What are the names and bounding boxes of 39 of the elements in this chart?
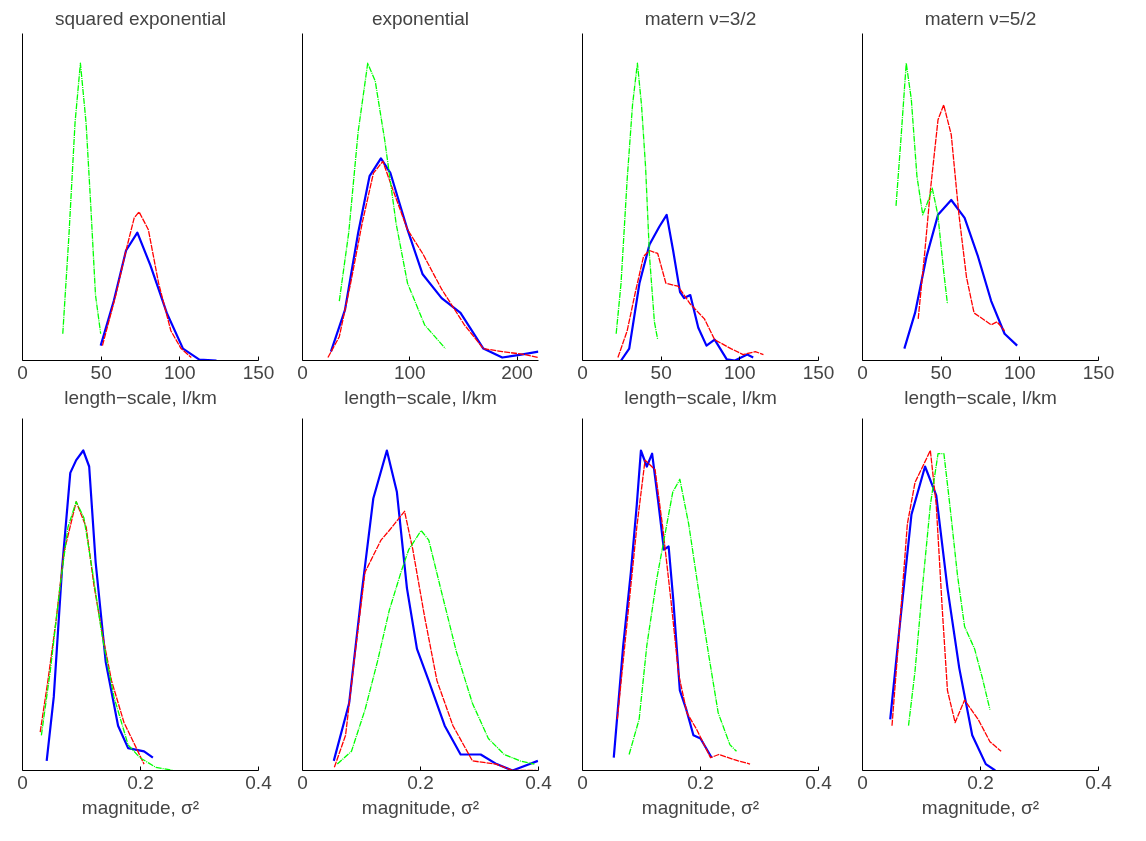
x-axis-title: magnitude, σ²: [921, 796, 1040, 818]
x-tick-label: 0: [17, 771, 28, 793]
x-tick-label: 0.2: [687, 771, 714, 793]
x-tick-label: 0: [857, 361, 868, 383]
chart-title: squared exponential: [54, 7, 227, 29]
x-tick-label: 0.2: [967, 771, 994, 793]
x-tick-label: 100: [723, 361, 756, 383]
x-tick-label: 100: [393, 361, 426, 383]
x-tick-label: 0: [857, 771, 868, 793]
x-tick-label: 0.2: [407, 771, 434, 793]
x-axis-title: magnitude, σ²: [81, 796, 200, 818]
x-tick-label: 0: [577, 361, 588, 383]
chart-title: matern ν=3/2: [644, 7, 757, 29]
x-tick-label: 0: [577, 771, 588, 793]
x-axis-title: length−scale, l/km: [904, 386, 1057, 408]
x-tick-label: 50: [930, 361, 952, 383]
x-tick-label: 0.4: [245, 771, 273, 793]
x-tick-label: 200: [501, 361, 533, 383]
x-tick-label: 100: [163, 361, 196, 383]
chart-title: matern ν=5/2: [924, 7, 1037, 29]
x-tick-label: 0.2: [127, 771, 154, 793]
x-tick-label: 50: [90, 361, 112, 383]
chart-title: exponential: [371, 7, 470, 29]
x-axis-title: magnitude, σ²: [641, 796, 760, 818]
x-tick-label: 0: [297, 771, 308, 793]
x-tick-label: 150: [802, 361, 835, 383]
x-axis-title: length−scale, l/km: [624, 386, 777, 408]
x-tick-label: 0.4: [525, 771, 553, 793]
x-tick-label: 0.4: [805, 771, 833, 793]
x-tick-label: 0: [17, 361, 28, 383]
x-tick-label: 0: [297, 361, 308, 383]
x-axis-title: length−scale, l/km: [344, 386, 497, 408]
x-tick-label: 0.4: [1085, 771, 1113, 793]
x-tick-label: 100: [1003, 361, 1036, 383]
x-axis-title: magnitude, σ²: [361, 796, 480, 818]
x-axis-title: length−scale, l/km: [64, 386, 217, 408]
x-tick-label: 50: [650, 361, 672, 383]
x-tick-label: 150: [242, 361, 275, 383]
x-tick-label: 150: [1082, 361, 1115, 383]
